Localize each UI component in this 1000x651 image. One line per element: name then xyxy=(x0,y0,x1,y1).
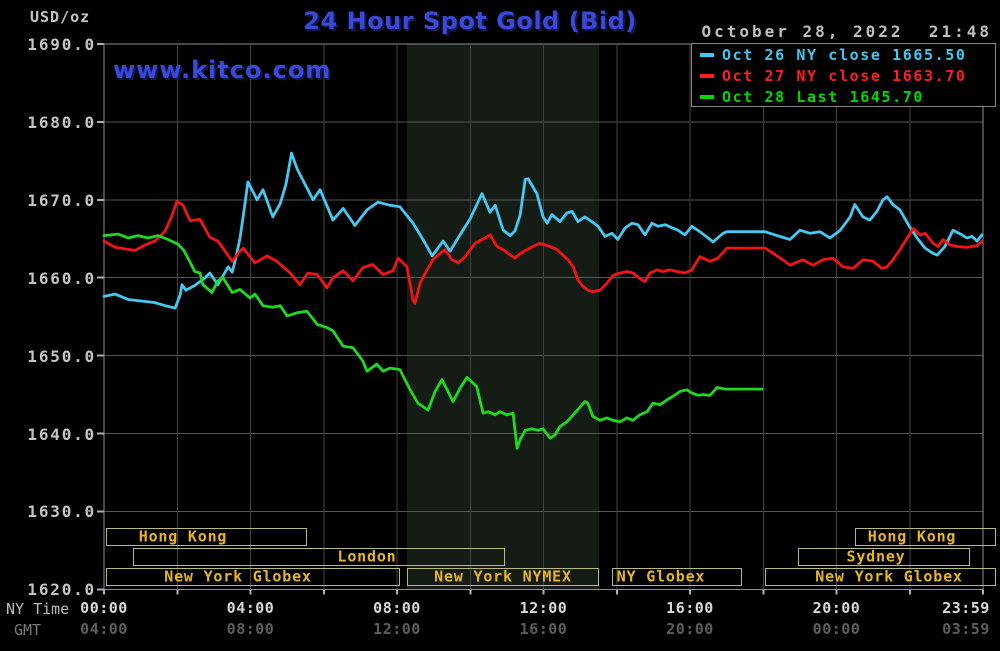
legend-item: Oct 28 Last 1645.70 xyxy=(692,86,995,107)
session-label: New York Globex xyxy=(815,567,963,586)
session-box-hong-kong: Hong Kong xyxy=(855,528,996,546)
session-label: London xyxy=(337,547,397,566)
x-tick-label-ny: 20:00 xyxy=(812,599,861,617)
y-tick-label: 1640.0 xyxy=(27,424,96,444)
x-tick-label-ny: 23:59 xyxy=(942,599,990,617)
legend-swatch-dash xyxy=(700,94,714,99)
legend-swatch-dash xyxy=(700,52,714,57)
session-box-ny-globex: NY Globex xyxy=(612,568,742,586)
session-label: Sydney xyxy=(846,547,906,566)
kitco-watermark-link[interactable]: www.kitco.com xyxy=(113,56,332,84)
x-tick-label-ny: 12:00 xyxy=(519,599,568,617)
y-tick-label: 1660.0 xyxy=(27,268,96,288)
session-box-london: London xyxy=(133,548,505,566)
session-box-new-york-globex: New York Globex xyxy=(106,568,400,586)
y-axis-unit-label: USD/oz xyxy=(30,8,91,26)
x-tick-label-ny: 08:00 xyxy=(373,599,421,617)
x-tick-label-ny: 00:00 xyxy=(80,599,128,617)
legend-item: Oct 26 NY close 1665.50 xyxy=(692,44,995,65)
session-box-hong-kong: Hong Kong xyxy=(106,528,307,546)
nymex-session-band xyxy=(406,44,600,590)
session-label: NY Globex xyxy=(616,567,706,586)
legend-label: Oct 27 NY close 1663.70 xyxy=(722,66,967,85)
legend-label: Oct 28 Last 1645.70 xyxy=(722,87,924,106)
session-label: New York Globex xyxy=(164,567,312,586)
session-label: New York NYMEX xyxy=(434,567,572,586)
legend-item: Oct 27 NY close 1663.70 xyxy=(692,65,995,86)
session-box-new-york-globex: New York Globex xyxy=(765,568,996,586)
y-tick-label: 1620.0 xyxy=(27,580,96,600)
ny-time-axis-label: NY Time xyxy=(6,600,70,618)
y-tick-label: 1670.0 xyxy=(27,190,96,210)
price-line-oct28 xyxy=(102,232,764,450)
x-tick-label-gmt: 08:00 xyxy=(226,620,275,638)
legend-swatch-dash xyxy=(700,73,714,78)
chart-title: 24 Hour Spot Gold (Bid) xyxy=(303,7,637,35)
session-box-sydney: Sydney xyxy=(798,548,970,566)
price-line-oct26 xyxy=(102,151,984,310)
x-tick-label-gmt: 03:59 xyxy=(942,620,990,638)
y-tick-label: 1680.0 xyxy=(27,112,96,132)
x-tick-label-gmt: 16:00 xyxy=(519,620,568,638)
x-tick-label-ny: 16:00 xyxy=(666,599,714,617)
chart-datetime: October 28, 2022 21:48 xyxy=(701,22,992,41)
session-label: Hong Kong xyxy=(138,527,228,546)
y-tick-label: 1650.0 xyxy=(27,346,96,366)
y-tick-label: 1690.0 xyxy=(27,35,96,54)
price-line-oct27 xyxy=(102,199,984,305)
x-tick-label-gmt: 12:00 xyxy=(373,620,421,638)
x-tick-label-gmt: 20:00 xyxy=(666,620,714,638)
y-tick-label: 1630.0 xyxy=(27,502,96,522)
x-tick-label-gmt: 00:00 xyxy=(812,620,861,638)
session-box-new-york-nymex: New York NYMEX xyxy=(407,568,599,586)
gmt-axis-label: GMT xyxy=(14,621,42,639)
legend-label: Oct 26 NY close 1665.50 xyxy=(722,45,967,64)
x-tick-label-gmt: 04:00 xyxy=(80,620,128,638)
legend-box: Oct 26 NY close 1665.50 Oct 27 NY close 1… xyxy=(691,43,996,107)
session-label: Hong Kong xyxy=(867,527,957,546)
x-tick-label-ny: 04:00 xyxy=(226,599,275,617)
